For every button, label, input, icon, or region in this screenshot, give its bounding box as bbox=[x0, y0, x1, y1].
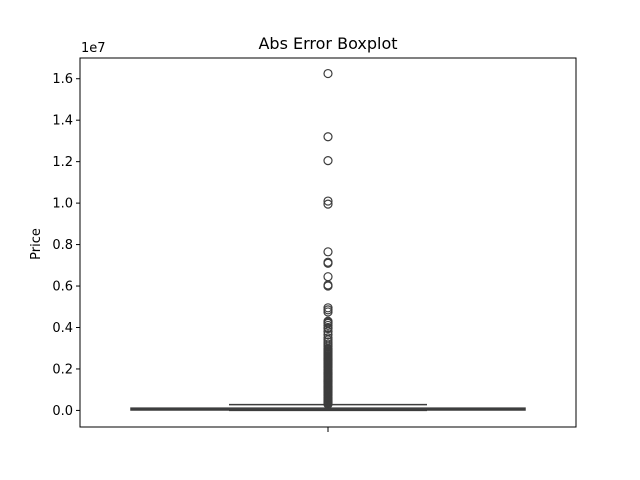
y-tick-label: 0.8 bbox=[52, 238, 73, 253]
y-tick-label: 1.0 bbox=[52, 197, 73, 212]
outlier-point bbox=[323, 281, 333, 291]
y-tick-label: 0.4 bbox=[52, 321, 73, 336]
outlier-point bbox=[323, 156, 333, 166]
y-tick-label: 0.6 bbox=[52, 280, 73, 295]
y-scale-label: 1e7 bbox=[81, 41, 106, 56]
y-tick-label: 1.2 bbox=[52, 155, 73, 170]
outlier-point bbox=[323, 199, 333, 209]
outlier-point bbox=[323, 323, 333, 334]
outlier-point bbox=[323, 132, 333, 142]
y-tick-label: 1.6 bbox=[52, 72, 73, 87]
outlier-point bbox=[323, 247, 333, 257]
outlier-point bbox=[323, 399, 333, 409]
outlier-point bbox=[323, 196, 333, 206]
outlier-point bbox=[323, 330, 333, 340]
outlier-point bbox=[323, 258, 333, 268]
y-axis-ticks: 0.0 0.2 0.4 0.6 0.8 1.0 1.2 1.4 1.6 bbox=[52, 72, 80, 419]
plot-area bbox=[130, 68, 526, 412]
outlier-point bbox=[323, 68, 333, 79]
y-tick-label: 1.4 bbox=[52, 114, 73, 129]
chart-title: Abs Error Boxplot bbox=[258, 34, 397, 53]
y-tick-label: 0.0 bbox=[52, 404, 73, 419]
y-tick-label: 0.2 bbox=[52, 362, 73, 377]
outlier-point bbox=[323, 307, 333, 317]
y-axis-title: Price bbox=[29, 228, 44, 260]
